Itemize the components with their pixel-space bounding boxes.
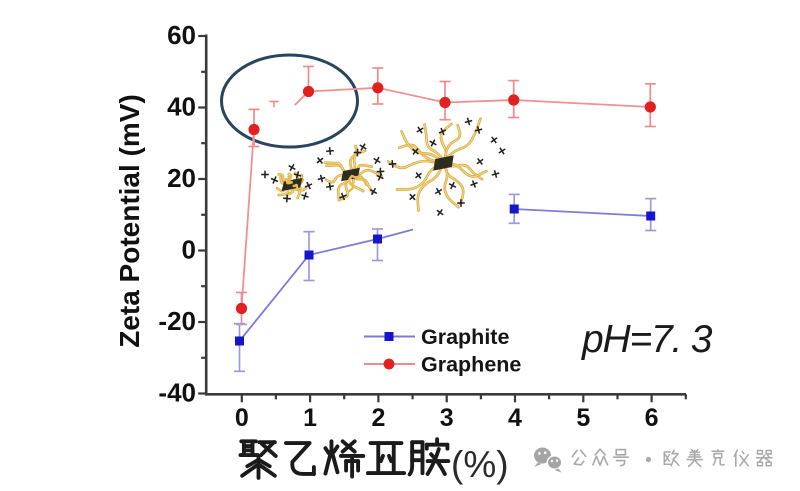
svg-text:5: 5 [576, 404, 590, 432]
svg-text:Zeta Potential (mV): Zeta Potential (mV) [114, 94, 145, 348]
svg-text:0: 0 [182, 235, 196, 265]
svg-text:20: 20 [167, 163, 196, 193]
svg-text:60: 60 [167, 20, 196, 50]
svg-text:-40: -40 [158, 378, 196, 408]
svg-text:pH=7. 3: pH=7. 3 [581, 318, 713, 361]
svg-text:Graphite: Graphite [421, 325, 509, 349]
svg-text:0: 0 [235, 404, 249, 432]
svg-text:40: 40 [167, 92, 196, 122]
svg-text:-20: -20 [158, 306, 196, 336]
svg-text:(%): (%) [451, 444, 509, 485]
svg-text:4: 4 [508, 404, 522, 432]
svg-text:3: 3 [440, 404, 454, 432]
svg-text:6: 6 [645, 404, 659, 432]
svg-text:1: 1 [303, 404, 317, 432]
svg-text:2: 2 [371, 404, 385, 432]
svg-text:Graphene: Graphene [421, 353, 521, 377]
